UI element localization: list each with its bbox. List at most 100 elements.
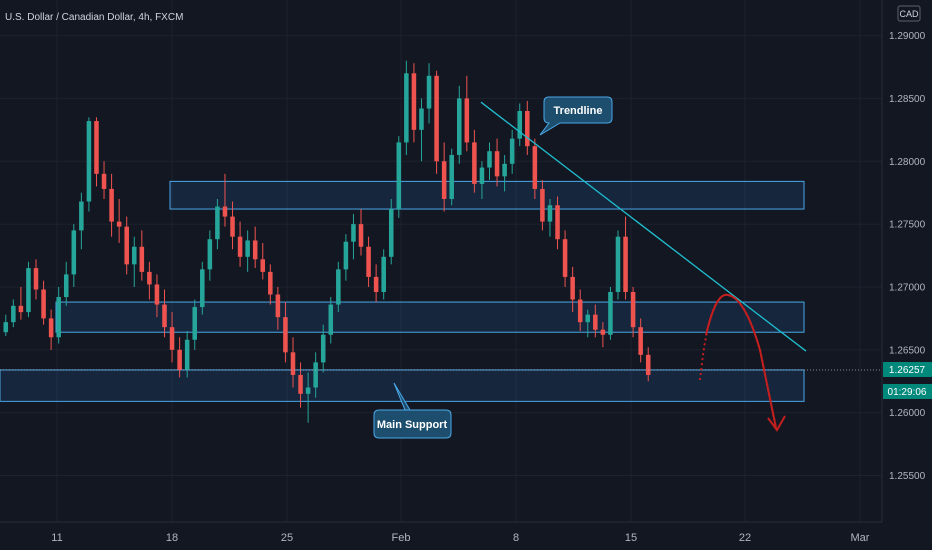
candle-body — [313, 362, 318, 388]
projection-arrow[interactable] — [699, 293, 786, 432]
price-axis[interactable]: 1.29000 1.28500 1.28000 1.27500 1.27000 1.265… — [889, 31, 926, 482]
candle-body — [351, 224, 356, 242]
currency-button[interactable]: CAD — [897, 5, 921, 22]
currency-label: CAD — [899, 9, 919, 19]
candle-body — [268, 271, 273, 295]
candle-body — [600, 329, 606, 335]
price-zones — [0, 180, 805, 402]
candle-body — [336, 269, 341, 305]
trendline-callout-text: Trendline — [554, 105, 603, 117]
candle-body — [441, 161, 447, 199]
candle-body — [192, 307, 197, 340]
candle-body — [63, 274, 69, 298]
candle-body — [252, 240, 258, 260]
time-tick-label: 25 — [281, 532, 293, 544]
candle-body — [116, 221, 122, 227]
projection-curve — [705, 293, 777, 429]
candle-body — [56, 297, 61, 338]
candle-body — [132, 246, 137, 265]
candle-body — [509, 138, 515, 164]
middle-zone — [55, 301, 805, 333]
candle-body — [373, 276, 379, 292]
candle-body — [147, 271, 152, 285]
price-tick-label: 1.26500 — [889, 345, 926, 356]
candle-body — [540, 188, 545, 222]
trendline-callout[interactable]: Trendline — [539, 96, 613, 136]
price-tick-label: 1.25500 — [889, 471, 926, 482]
candle-body — [525, 110, 530, 147]
candle-body — [457, 98, 462, 155]
candle-body — [283, 317, 288, 353]
chart-title: U.S. Dollar / Canadian Dollar, 4h, FXCM — [5, 12, 183, 23]
candle-body — [169, 327, 175, 350]
candle-body — [645, 354, 651, 375]
candle-body — [381, 256, 386, 292]
time-tick-label: Feb — [392, 532, 411, 544]
candle-body — [275, 294, 281, 318]
candle-body — [109, 188, 114, 222]
candle-body — [94, 121, 99, 174]
candle-body — [388, 209, 394, 257]
candle-body — [139, 246, 145, 272]
time-tick-label: 18 — [166, 532, 178, 544]
current-price-value: 1.26257 — [889, 365, 926, 376]
time-tick-label: 15 — [625, 532, 637, 544]
candle-body — [3, 322, 9, 333]
candle-body — [555, 205, 560, 240]
price-tick-label: 1.28500 — [889, 94, 926, 105]
main-support-callout[interactable]: Main Support — [373, 382, 452, 439]
candle-body — [124, 226, 129, 265]
trendline-layer[interactable] — [480, 101, 807, 352]
candle-body — [472, 142, 477, 184]
candle-body — [630, 291, 636, 328]
candle-body — [41, 289, 46, 319]
time-tick-label: 11 — [51, 532, 62, 544]
candle-body — [215, 206, 220, 240]
candle-body — [101, 173, 107, 189]
candle-body — [328, 304, 334, 335]
candle-body — [623, 236, 628, 292]
candle-body — [532, 146, 538, 189]
candle-body — [298, 374, 303, 394]
candle-body — [154, 284, 160, 305]
projection-arrowhead — [767, 415, 786, 432]
price-tick-label: 1.28000 — [889, 157, 926, 168]
candle-body — [177, 349, 182, 370]
candle-body — [434, 75, 439, 162]
candle-body — [585, 314, 591, 323]
candle-body — [411, 73, 417, 130]
candle-body — [230, 216, 235, 237]
candle-body — [396, 142, 402, 210]
candle-body — [577, 299, 583, 323]
candle-body — [162, 304, 167, 328]
candle-body — [237, 236, 243, 257]
countdown-value: 01:29:06 — [888, 387, 927, 398]
main-support-callout-text: Main Support — [377, 419, 448, 431]
candle-body — [638, 327, 643, 355]
time-tick-label: 8 — [513, 532, 519, 544]
candle-body — [517, 110, 522, 139]
candle-body — [464, 98, 470, 143]
candle-body — [260, 259, 266, 272]
price-tick-label: 1.29000 — [889, 31, 926, 42]
candle-body — [615, 236, 621, 292]
current-price-tag[interactable]: 1.26257 01:29:06 — [883, 362, 932, 399]
time-tick-label: 22 — [739, 532, 751, 544]
candle-body — [343, 241, 349, 270]
candle-body — [358, 224, 364, 247]
resistance-zone — [169, 180, 805, 210]
candle-body — [487, 151, 492, 168]
candle-body — [79, 201, 84, 231]
candle-body — [593, 314, 598, 330]
candle-body — [290, 352, 296, 375]
candle-body — [33, 268, 39, 290]
candle-body — [200, 269, 205, 308]
candle-body — [71, 230, 77, 275]
candle-body — [608, 291, 613, 335]
candles — [3, 60, 651, 423]
candle-body — [494, 151, 500, 177]
time-axis[interactable]: 11 18 25 Feb 8 15 22 Mar — [51, 532, 870, 544]
price-tick-label: 1.27500 — [889, 220, 926, 231]
candle-body — [502, 163, 507, 177]
